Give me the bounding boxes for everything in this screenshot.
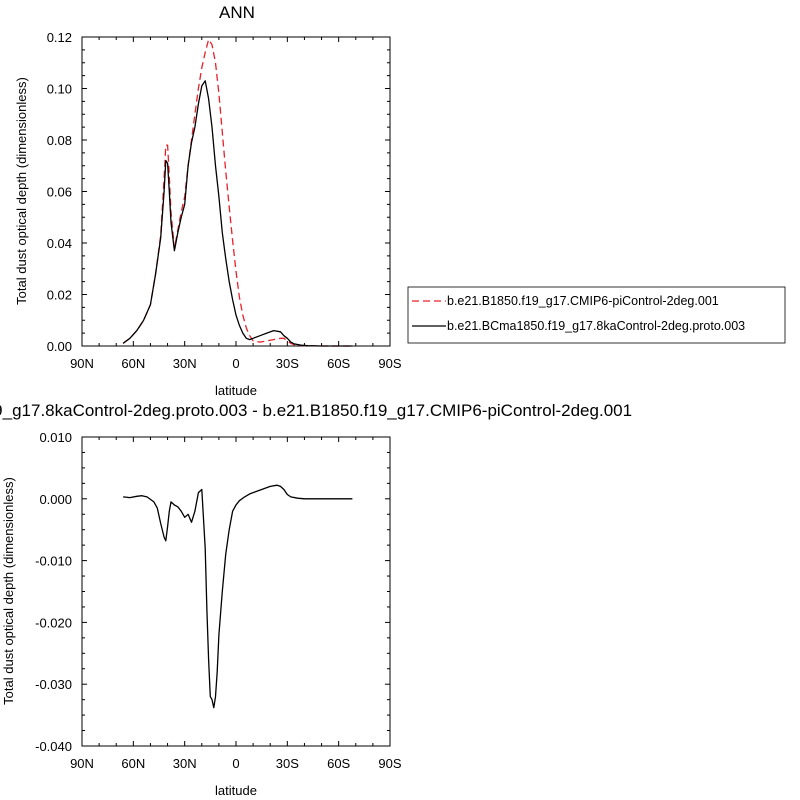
bottom-chart-y-tick-label: -0.010 [35, 554, 72, 569]
top-chart-y-tick-label: 0.00 [47, 339, 72, 354]
top-chart-x-tick-label: 30N [173, 356, 197, 371]
top-chart-y-tick-label: 0.04 [47, 236, 72, 251]
top-chart-y-tick-label: 0.06 [47, 185, 72, 200]
top-chart-y-tick-label: 0.10 [47, 82, 72, 97]
top-chart-y-axis-label: Total dust optical depth (dimensionless) [14, 77, 29, 305]
bottom-chart-x-tick-label: 90N [70, 756, 94, 771]
top-chart-y-tick-label: 0.02 [47, 288, 72, 303]
bottom-chart-x-tick-label: 30S [276, 756, 299, 771]
bottom-chart-x-tick-label: 30N [173, 756, 197, 771]
top-chart-series-line-2 [122, 80, 353, 347]
bottom-chart-x-tick-label: 0 [232, 756, 239, 771]
legend-label-series-2: b.e21.BCma1850.f19_g17.8kaControl-2deg.p… [447, 319, 745, 333]
legend-box [407, 286, 786, 344]
bottom-chart-x-tick-label: 60N [121, 756, 145, 771]
top-chart-y-tick-label: 0.08 [47, 133, 72, 148]
bottom-chart-y-tick-label: 0.000 [39, 492, 72, 507]
bottom-chart-x-tick-label: 60S [327, 756, 350, 771]
bottom-chart-y-tick-label: 0.010 [39, 430, 72, 445]
bottom-chart: b.e21.BCma1850.f19_g17.8kaControl-2deg.p… [0, 401, 632, 798]
bottom-chart-y-tick-label: -0.030 [35, 677, 72, 692]
bottom-chart-x-tick-label: 90S [378, 756, 401, 771]
top-chart-title: ANN [219, 3, 255, 22]
top-chart-x-tick-label: 90N [70, 356, 94, 371]
legend-label-series-1: b.e21.B1850.f19_g17.CMIP6-piControl-2deg… [447, 294, 719, 308]
top-chart-x-tick-label: 30S [276, 356, 299, 371]
top-chart-x-tick-label: 60S [327, 356, 350, 371]
top-chart-x-axis-label: latitude [215, 383, 257, 398]
top-chart-x-tick-label: 90S [378, 356, 401, 371]
bottom-chart-y-tick-label: -0.040 [35, 739, 72, 754]
top-chart: ANN Total dust optical depth (dimensionl… [14, 3, 402, 398]
top-chart-x-tick-label: 60N [121, 356, 145, 371]
top-chart-series-line-1 [122, 38, 353, 347]
bottom-chart-series-line-1 [123, 484, 353, 709]
bottom-chart-y-tick-label: -0.020 [35, 615, 72, 630]
bottom-chart-plot-frame [81, 436, 391, 747]
bottom-chart-title: b.e21.BCma1850.f19_g17.8kaControl-2deg.p… [0, 401, 632, 420]
top-chart-plot-frame [81, 36, 391, 347]
bottom-chart-x-axis-label: latitude [215, 783, 257, 798]
top-chart-y-tick-label: 0.12 [47, 30, 72, 45]
top-chart-x-tick-label: 0 [232, 356, 239, 371]
bottom-chart-y-axis-label: Total dust optical depth (dimensionless) [1, 477, 16, 705]
top-chart-legend: b.e21.B1850.f19_g17.CMIP6-piControl-2deg… [407, 286, 786, 344]
